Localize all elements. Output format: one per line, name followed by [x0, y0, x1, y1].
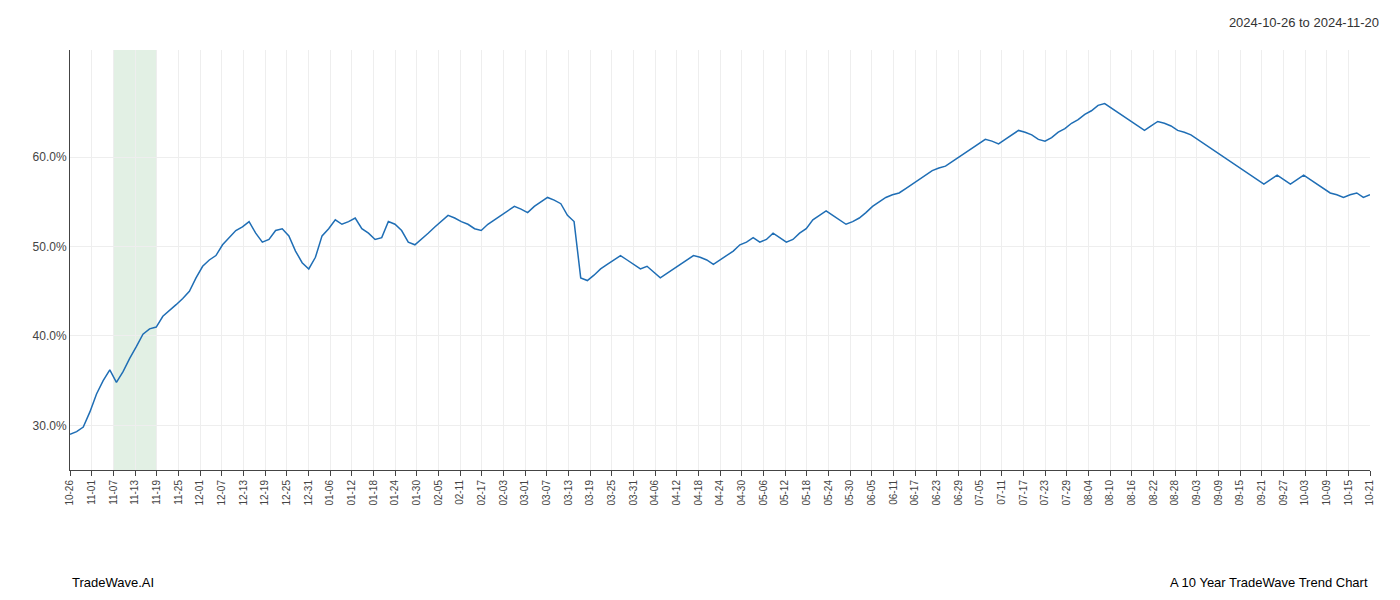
svg-text:01-18: 01-18 — [368, 480, 379, 506]
svg-text:03-31: 03-31 — [628, 480, 639, 506]
svg-text:05-30: 05-30 — [844, 480, 855, 506]
svg-text:11-25: 11-25 — [173, 480, 184, 505]
svg-text:10-15: 10-15 — [1343, 480, 1354, 506]
svg-text:02-05: 02-05 — [433, 480, 444, 506]
svg-text:12-01: 12-01 — [194, 480, 205, 506]
svg-text:07-29: 07-29 — [1061, 480, 1072, 506]
svg-text:08-16: 08-16 — [1126, 480, 1137, 506]
svg-text:11-13: 11-13 — [129, 480, 140, 505]
svg-text:11-19: 11-19 — [151, 480, 162, 505]
svg-text:06-29: 06-29 — [953, 480, 964, 506]
svg-text:40.0%: 40.0% — [33, 329, 67, 343]
svg-text:05-12: 05-12 — [779, 480, 790, 506]
svg-text:04-06: 04-06 — [649, 480, 660, 506]
svg-text:10-21: 10-21 — [1364, 480, 1375, 506]
svg-text:01-30: 01-30 — [411, 480, 422, 506]
svg-text:09-27: 09-27 — [1278, 480, 1289, 506]
svg-text:04-18: 04-18 — [693, 480, 704, 506]
svg-text:01-24: 01-24 — [389, 480, 400, 506]
svg-text:03-19: 03-19 — [584, 480, 595, 506]
svg-text:09-15: 09-15 — [1234, 480, 1245, 506]
svg-text:01-12: 01-12 — [346, 480, 357, 506]
svg-text:03-25: 03-25 — [606, 480, 617, 506]
svg-text:09-21: 09-21 — [1256, 480, 1267, 506]
svg-text:10-26: 10-26 — [64, 480, 75, 506]
svg-text:02-11: 02-11 — [454, 480, 465, 505]
svg-text:09-03: 09-03 — [1191, 480, 1202, 506]
svg-text:11-01: 11-01 — [86, 480, 97, 505]
svg-text:05-18: 05-18 — [801, 480, 812, 506]
svg-text:06-11: 06-11 — [888, 480, 899, 505]
svg-text:06-17: 06-17 — [909, 480, 920, 506]
svg-text:10-03: 10-03 — [1299, 480, 1310, 506]
svg-text:10-09: 10-09 — [1321, 480, 1332, 506]
svg-text:06-05: 06-05 — [866, 480, 877, 506]
svg-text:A 10 Year TradeWave Trend Char: A 10 Year TradeWave Trend Chart — [1170, 575, 1368, 590]
svg-text:04-24: 04-24 — [714, 480, 725, 506]
svg-text:04-12: 04-12 — [671, 480, 682, 506]
svg-text:50.0%: 50.0% — [33, 240, 67, 254]
svg-text:07-17: 07-17 — [1018, 480, 1029, 506]
svg-text:08-28: 08-28 — [1169, 480, 1180, 506]
svg-text:02-17: 02-17 — [476, 480, 487, 506]
svg-text:60.0%: 60.0% — [33, 150, 67, 164]
svg-text:03-13: 03-13 — [563, 480, 574, 506]
svg-text:03-01: 03-01 — [519, 480, 530, 506]
svg-text:06-23: 06-23 — [931, 480, 942, 506]
svg-text:2024-10-26 to 2024-11-20: 2024-10-26 to 2024-11-20 — [1229, 15, 1379, 30]
svg-text:03-07: 03-07 — [541, 480, 552, 506]
svg-text:04-30: 04-30 — [736, 480, 747, 506]
svg-text:30.0%: 30.0% — [33, 419, 67, 433]
svg-text:08-22: 08-22 — [1148, 480, 1159, 506]
svg-text:08-04: 08-04 — [1083, 480, 1094, 506]
svg-text:12-19: 12-19 — [259, 480, 270, 506]
svg-text:07-23: 07-23 — [1039, 480, 1050, 506]
svg-text:02-03: 02-03 — [498, 480, 509, 506]
svg-text:12-31: 12-31 — [303, 480, 314, 506]
svg-text:12-13: 12-13 — [238, 480, 249, 506]
svg-text:11-07: 11-07 — [108, 480, 119, 505]
svg-text:12-07: 12-07 — [216, 480, 227, 506]
svg-text:08-10: 08-10 — [1104, 480, 1115, 506]
svg-text:07-05: 07-05 — [974, 480, 985, 506]
svg-text:01-06: 01-06 — [324, 480, 335, 506]
svg-text:05-06: 05-06 — [758, 480, 769, 506]
svg-text:05-24: 05-24 — [823, 480, 834, 506]
svg-text:TradeWave.AI: TradeWave.AI — [72, 575, 154, 590]
svg-text:09-09: 09-09 — [1213, 480, 1224, 506]
svg-text:12-25: 12-25 — [281, 480, 292, 506]
svg-text:07-11: 07-11 — [996, 480, 1007, 505]
